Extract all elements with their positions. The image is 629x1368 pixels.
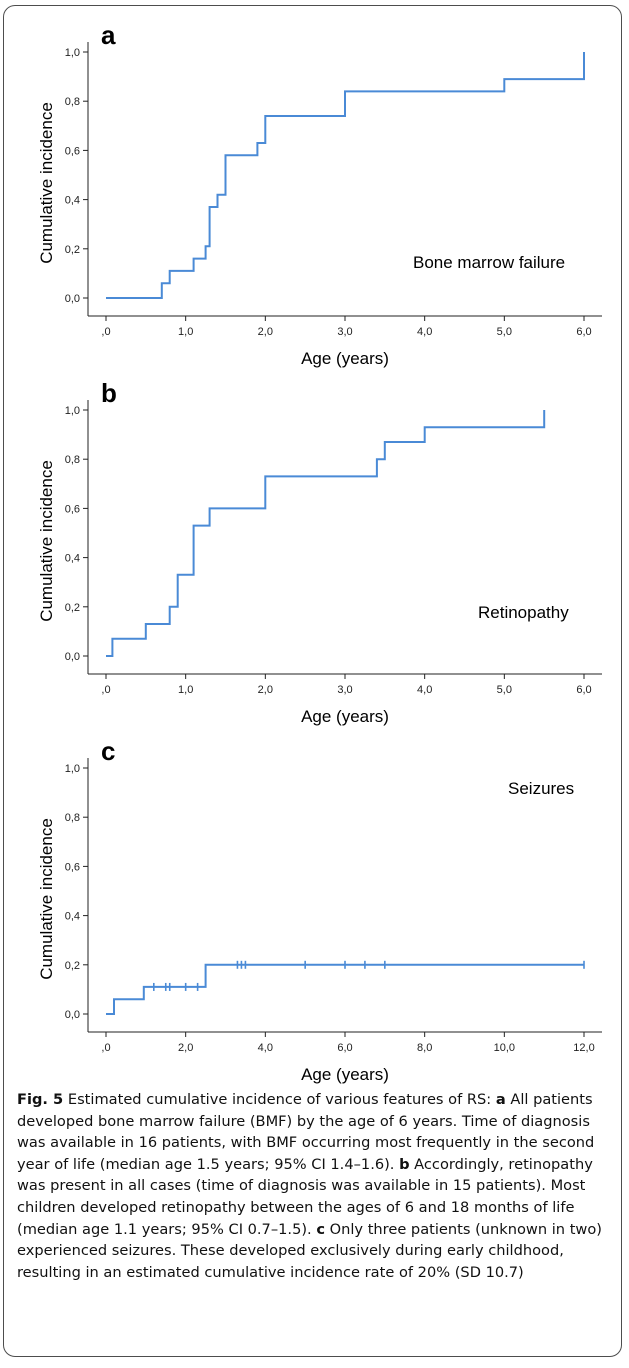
x-tick-label: 6,0	[576, 684, 591, 696]
y-tick-label: 0,0	[65, 1009, 80, 1021]
x-tick-label: 10,0	[494, 1042, 515, 1054]
caption-text: All patients developed bone marrow failu…	[17, 1091, 595, 1173]
x-tick-label: 1,0	[178, 326, 193, 338]
x-tick-label: 8,0	[417, 1042, 432, 1054]
caption-panel-ref: a	[495, 1091, 506, 1108]
figure-caption: Fig. 5 Estimated cumulative incidence of…	[17, 1089, 609, 1283]
caption-text: Estimated cumulative incidence of variou…	[63, 1091, 496, 1108]
panel-label: c	[101, 736, 115, 766]
y-tick-label: 0,4	[65, 553, 80, 565]
x-tick-label: 2,0	[178, 1042, 193, 1054]
x-axis-title: Age (years)	[301, 349, 389, 368]
series-line	[106, 963, 584, 1015]
y-tick-label: 0,2	[65, 244, 80, 256]
x-tick-label: ,0	[101, 1042, 110, 1054]
y-tick-label: 0,6	[65, 145, 80, 157]
chart-annotation: Retinopathy	[478, 603, 569, 622]
y-tick-label: 1,0	[65, 47, 80, 59]
x-tick-label: 4,0	[417, 684, 432, 696]
y-tick-label: 0,0	[65, 651, 80, 663]
y-tick-label: 0,4	[65, 911, 80, 923]
y-tick-label: 0,8	[65, 96, 80, 108]
panel-label: a	[101, 20, 116, 50]
x-axis-title: Age (years)	[301, 707, 389, 726]
y-axis-title: Cumulative incidence	[37, 102, 56, 264]
x-tick-label: 12,0	[573, 1042, 594, 1054]
x-tick-label: 4,0	[258, 1042, 273, 1054]
x-tick-label: 3,0	[337, 326, 352, 338]
x-tick-label: 2,0	[258, 684, 273, 696]
y-tick-label: 0,6	[65, 503, 80, 515]
y-tick-label: 0,0	[65, 293, 80, 305]
x-tick-label: 1,0	[178, 684, 193, 696]
x-tick-label: ,0	[101, 684, 110, 696]
x-tick-label: 5,0	[497, 326, 512, 338]
y-tick-label: 0,2	[65, 602, 80, 614]
x-tick-label: 6,0	[576, 326, 591, 338]
x-tick-label: 6,0	[337, 1042, 352, 1054]
caption-text: Accordingly, retinopathy was present in …	[17, 1155, 593, 1238]
y-tick-label: 0,8	[65, 454, 80, 466]
y-tick-label: 1,0	[65, 763, 80, 775]
x-tick-label: 2,0	[258, 326, 273, 338]
caption-text: Only three patients (unknown in two) exp…	[17, 1220, 602, 1281]
chart-annotation: Seizures	[508, 779, 574, 798]
series-line	[106, 52, 585, 299]
y-tick-label: 1,0	[65, 405, 80, 417]
x-tick-label: ,0	[101, 326, 110, 338]
y-tick-label: 0,4	[65, 195, 80, 207]
figure-frame	[3, 5, 622, 1357]
chart-panel-b: b 0,0 0,2 0,4 0,6 0,8 1,0 ,0 1,0 2,0 3,0 4,0 5,0 6,0 A…	[37, 378, 602, 726]
series-line	[106, 410, 546, 657]
panel-label: b	[101, 378, 117, 408]
chart-annotation: Bone marrow failure	[413, 253, 565, 272]
x-tick-label: 4,0	[417, 326, 432, 338]
y-axis-title: Cumulative incidence	[37, 460, 56, 622]
x-axis-title: Age (years)	[301, 1065, 389, 1084]
y-tick-label: 0,8	[65, 812, 80, 824]
x-tick-label: 5,0	[497, 684, 512, 696]
x-tick-label: 3,0	[337, 684, 352, 696]
y-tick-label: 0,6	[65, 861, 80, 873]
caption-panel-ref: c	[316, 1220, 325, 1238]
chart-panel-c: c 0,0 0,2 0,4 0,6 0,8 1,0 ,0 2,0 4,0 6,0 8,0 10,0 12,…	[37, 736, 602, 1084]
y-axis-title: Cumulative incidence	[37, 818, 56, 980]
caption-panel-ref: b	[399, 1155, 410, 1173]
chart-panel-a: a 0,0 0,2 0,4 0,6 0,8 1,0 ,0 1,0 2,0 3,0 4,0 5,0 6,0 A…	[37, 20, 602, 368]
caption-label: Fig. 5	[17, 1091, 64, 1108]
y-tick-label: 0,2	[65, 960, 80, 972]
